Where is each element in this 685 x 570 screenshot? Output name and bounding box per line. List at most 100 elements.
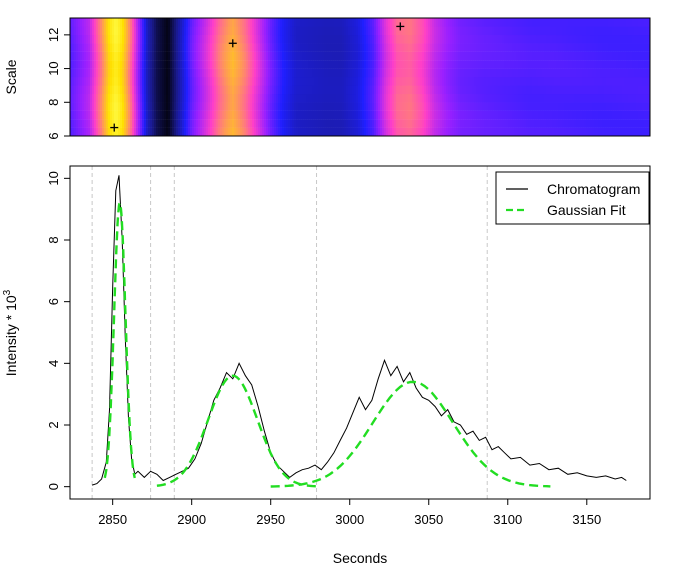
- heatmap-cell: [202, 77, 205, 86]
- heatmap-cell: [322, 51, 325, 61]
- heatmap-cell: [410, 102, 413, 111]
- heatmap-cell: [570, 85, 573, 95]
- heatmap-cell: [578, 119, 581, 128]
- heatmap-cell: [486, 85, 489, 95]
- heatmap-cell: [74, 85, 77, 95]
- heatmap-cell: [356, 102, 359, 111]
- heatmap-cell: [560, 110, 563, 120]
- heatmap-cell: [344, 85, 347, 95]
- heatmap-cell: [368, 102, 371, 111]
- heatmap-cell: [632, 18, 635, 27]
- heatmap-cell: [530, 102, 533, 111]
- heatmap-cell: [224, 18, 227, 27]
- heatmap-cell: [372, 43, 375, 52]
- heatmap-cell: [420, 85, 423, 95]
- heatmap-cell: [452, 51, 455, 61]
- heatmap-cell: [540, 110, 543, 120]
- heatmap-cell: [618, 77, 621, 86]
- heatmap-cell: [416, 85, 419, 95]
- heatmap-cell: [178, 26, 181, 36]
- heatmap-cell: [310, 127, 313, 136]
- heatmap-cell: [246, 85, 249, 95]
- heatmap-cell: [638, 102, 641, 111]
- heatmap-cell: [378, 110, 381, 120]
- heatmap-cell: [398, 34, 401, 44]
- heatmap-cell: [402, 18, 405, 27]
- heatmap-cell: [148, 18, 151, 27]
- heatmap-cell: [646, 127, 649, 136]
- heatmap-cell: [598, 51, 601, 61]
- heatmap-cell: [584, 26, 587, 36]
- heatmap-cell: [158, 26, 161, 36]
- heatmap-cell: [402, 119, 405, 128]
- heatmap-cell: [458, 60, 461, 69]
- heatmap-cell: [478, 119, 481, 128]
- heatmap-cell: [578, 68, 581, 78]
- heatmap-cell: [256, 93, 259, 103]
- heatmap-cell: [448, 68, 451, 78]
- heatmap-cell: [294, 51, 297, 61]
- heatmap-cell: [446, 34, 449, 44]
- heatmap-cell: [278, 43, 281, 52]
- heatmap-cell: [510, 60, 513, 69]
- heatmap-cell: [260, 119, 263, 128]
- heatmap-cell: [510, 51, 513, 61]
- heatmap-cell: [154, 93, 157, 103]
- heatmap-cell: [426, 51, 429, 61]
- heatmap-cell: [156, 93, 159, 103]
- heatmap-cell: [342, 102, 345, 111]
- heatmap-cell: [386, 85, 389, 95]
- heatmap-cell: [590, 26, 593, 36]
- heatmap-cell: [262, 68, 265, 78]
- heatmap-cell: [218, 77, 221, 86]
- heatmap-cell: [280, 51, 283, 61]
- heatmap-cell: [418, 51, 421, 61]
- heatmap-cell: [394, 60, 397, 69]
- heatmap-cell: [596, 34, 599, 44]
- heatmap-cell: [352, 60, 355, 69]
- heatmap-cell: [88, 77, 91, 86]
- heatmap-cell: [546, 18, 549, 27]
- heatmap-cell: [334, 34, 337, 44]
- heatmap-cell: [190, 43, 193, 52]
- heatmap-cell: [588, 102, 591, 111]
- heatmap-cell: [74, 77, 77, 86]
- heatmap-cell: [406, 127, 409, 136]
- heatmap-cell: [392, 93, 395, 103]
- heatmap-cell: [442, 119, 445, 128]
- heatmap-cell: [586, 119, 589, 128]
- heatmap-cell: [368, 68, 371, 78]
- heatmap-cell: [622, 110, 625, 120]
- heatmap-cell: [268, 77, 271, 86]
- heatmap-cell: [396, 102, 399, 111]
- heatmap-cell: [126, 77, 129, 86]
- heatmap-cell: [128, 51, 131, 61]
- heatmap-cell: [78, 110, 81, 120]
- heatmap-cell: [82, 127, 85, 136]
- heatmap-cell: [260, 77, 263, 86]
- heatmap-cell: [568, 26, 571, 36]
- heatmap-cell: [88, 51, 91, 61]
- heatmap-cell: [76, 85, 79, 95]
- heatmap-cell: [632, 34, 635, 44]
- heatmap-cell: [370, 127, 373, 136]
- heatmap-cell: [460, 127, 463, 136]
- heatmap-cell: [284, 119, 287, 128]
- heatmap-cell: [438, 85, 441, 95]
- heatmap-cell: [102, 60, 105, 69]
- heatmap-cell: [560, 77, 563, 86]
- heatmap-cell: [632, 77, 635, 86]
- heatmap-cell: [518, 119, 521, 128]
- heatmap-cell: [330, 34, 333, 44]
- heatmap-cell: [438, 110, 441, 120]
- heatmap-cell: [108, 34, 111, 44]
- heatmap-cell: [366, 119, 369, 128]
- heatmap-cell: [276, 51, 279, 61]
- heatmap-cell: [512, 93, 515, 103]
- heatmap-cell: [364, 119, 367, 128]
- heatmap-cell: [238, 77, 241, 86]
- heatmap-cell: [410, 26, 413, 36]
- heatmap-cell: [426, 68, 429, 78]
- heatmap-cell: [614, 18, 617, 27]
- heatmap-cell: [364, 110, 367, 120]
